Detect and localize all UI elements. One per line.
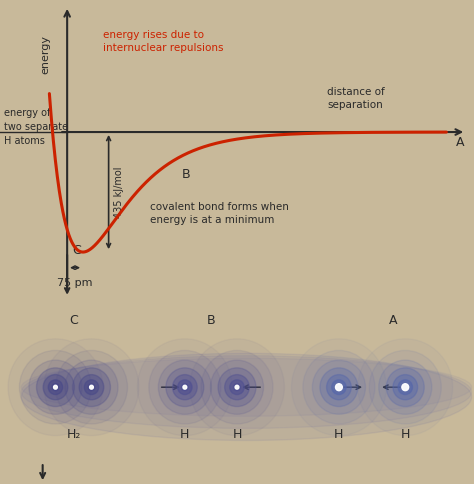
Circle shape — [402, 384, 409, 391]
Text: covalent bond forms when
energy is at a minimum: covalent bond forms when energy is at a … — [150, 202, 289, 225]
Circle shape — [65, 360, 118, 414]
Text: 435 kJ/mol: 435 kJ/mol — [114, 166, 124, 218]
Circle shape — [90, 385, 93, 389]
Text: A: A — [389, 314, 398, 327]
Text: energy of
two separate
H atoms: energy of two separate H atoms — [4, 108, 68, 146]
Circle shape — [369, 350, 441, 424]
Text: B: B — [207, 314, 215, 327]
Circle shape — [173, 375, 197, 400]
Text: H: H — [180, 428, 190, 441]
Circle shape — [303, 350, 375, 424]
Circle shape — [55, 350, 128, 424]
Circle shape — [158, 360, 211, 414]
Text: distance of
separation: distance of separation — [327, 87, 384, 110]
Text: H: H — [232, 428, 242, 441]
Text: A: A — [456, 136, 465, 150]
Circle shape — [327, 375, 351, 400]
Text: H: H — [401, 428, 410, 441]
Circle shape — [210, 360, 264, 414]
Ellipse shape — [21, 353, 472, 440]
Text: H₂: H₂ — [66, 428, 81, 441]
Text: energy: energy — [40, 34, 50, 74]
Circle shape — [52, 384, 59, 391]
Circle shape — [386, 368, 424, 407]
Circle shape — [182, 384, 188, 391]
Ellipse shape — [21, 358, 472, 416]
Circle shape — [44, 339, 139, 436]
Circle shape — [201, 350, 273, 424]
Circle shape — [79, 375, 104, 400]
Circle shape — [379, 360, 432, 414]
Circle shape — [149, 350, 221, 424]
Text: C: C — [72, 243, 81, 257]
Circle shape — [19, 350, 91, 424]
Circle shape — [234, 384, 240, 391]
Circle shape — [230, 380, 244, 394]
Circle shape — [332, 380, 346, 394]
Text: 75 pm: 75 pm — [57, 278, 93, 288]
Circle shape — [358, 339, 453, 436]
Text: B: B — [182, 167, 191, 181]
Circle shape — [84, 380, 99, 394]
Circle shape — [190, 339, 284, 436]
Circle shape — [166, 368, 204, 407]
Circle shape — [235, 385, 239, 389]
Circle shape — [320, 368, 358, 407]
Circle shape — [29, 360, 82, 414]
Ellipse shape — [21, 356, 472, 428]
Circle shape — [336, 384, 342, 391]
Circle shape — [88, 384, 95, 391]
Text: C: C — [69, 314, 78, 327]
Circle shape — [312, 360, 365, 414]
Text: energy rises due to
internuclear repulsions: energy rises due to internuclear repulsi… — [103, 30, 223, 53]
Circle shape — [73, 368, 110, 407]
Circle shape — [178, 380, 192, 394]
Circle shape — [183, 385, 187, 389]
Circle shape — [54, 385, 57, 389]
Circle shape — [398, 380, 412, 394]
Circle shape — [292, 339, 386, 436]
Circle shape — [137, 339, 232, 436]
Circle shape — [218, 368, 256, 407]
Circle shape — [36, 368, 74, 407]
Circle shape — [48, 380, 63, 394]
Circle shape — [402, 384, 409, 391]
Circle shape — [336, 384, 342, 391]
Circle shape — [225, 375, 249, 400]
Circle shape — [393, 375, 418, 400]
Circle shape — [43, 375, 68, 400]
Text: H: H — [334, 428, 344, 441]
Circle shape — [8, 339, 103, 436]
